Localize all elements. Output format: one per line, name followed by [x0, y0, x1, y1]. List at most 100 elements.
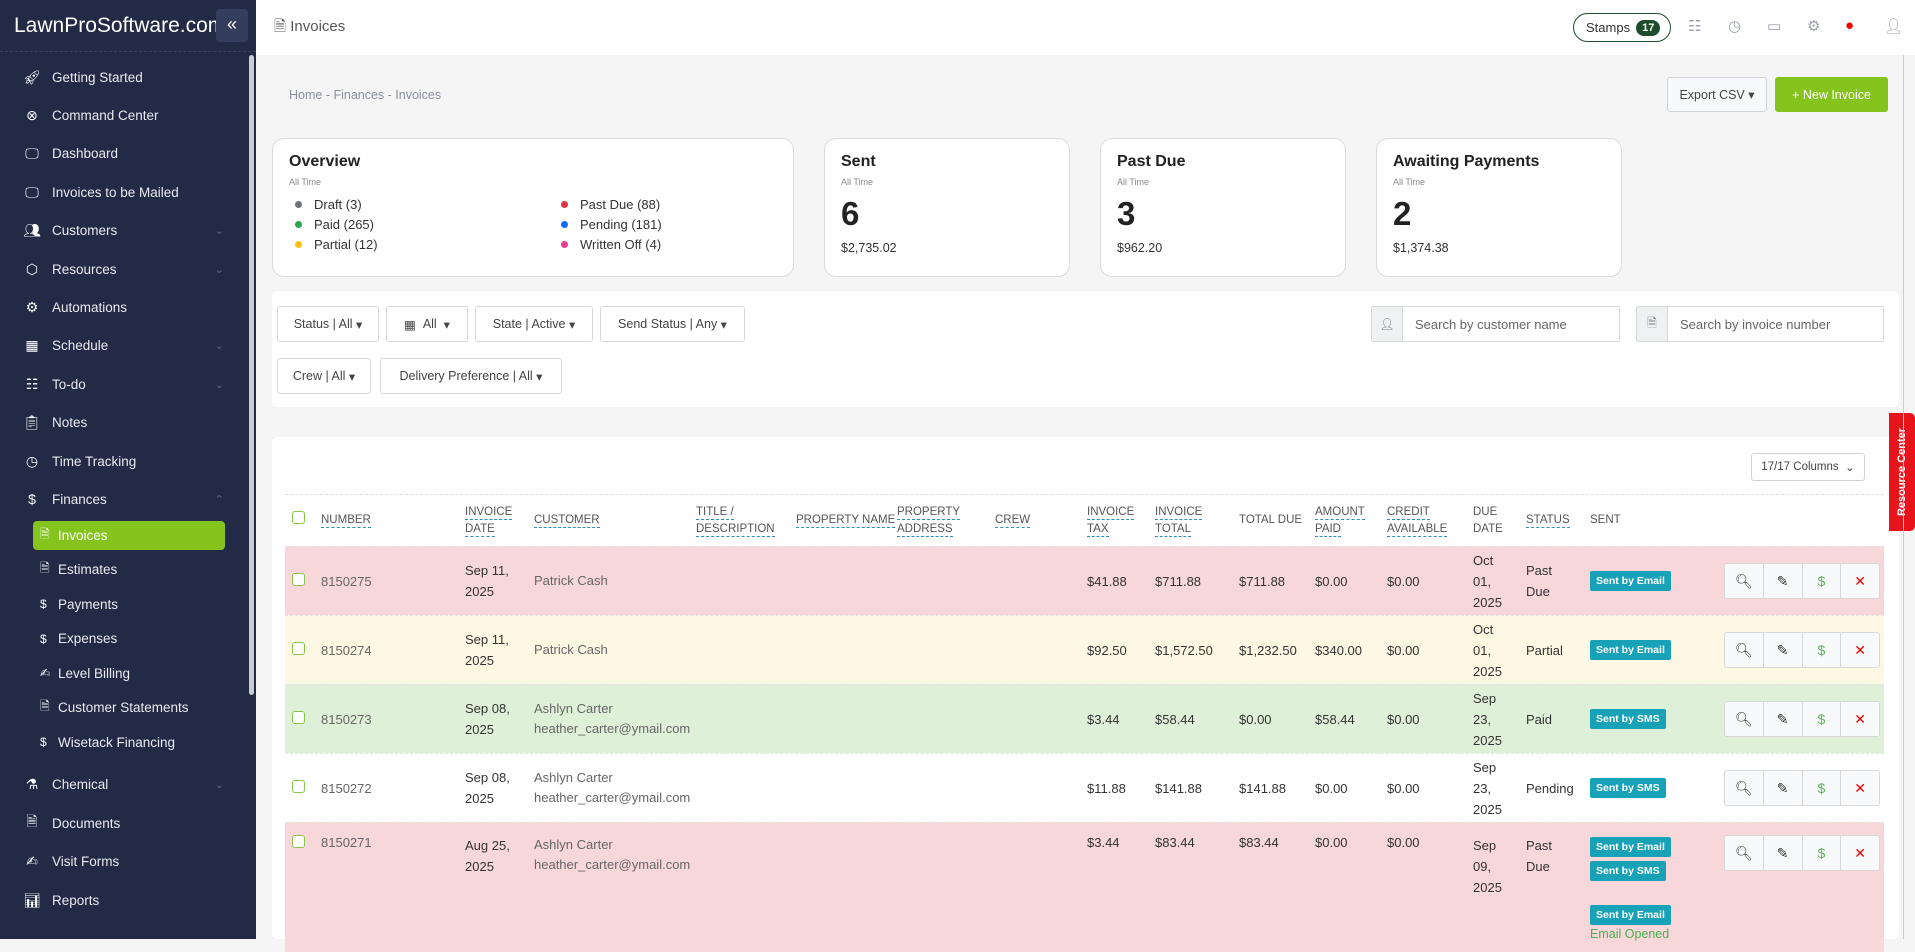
view-search-icon[interactable]: 🔍︎ — [1725, 564, 1764, 598]
payment-dollar-icon[interactable]: $ — [1803, 564, 1842, 598]
export-csv-button[interactable]: Export CSV ▾ — [1667, 77, 1767, 112]
view-search-icon[interactable]: 🔍︎ — [1725, 633, 1764, 667]
cell-customer[interactable]: Ashlyn Carter — [534, 837, 613, 852]
delete-x-icon[interactable]: ✕ — [1854, 844, 1866, 861]
brand-logo[interactable]: LawnProSoftware.com — [14, 14, 226, 37]
cell-number[interactable]: 8150272 — [321, 780, 372, 796]
sidebar-scrollbar[interactable] — [249, 55, 254, 695]
edit-pencil-icon[interactable]: ✎ — [1764, 771, 1803, 805]
edit-pencil-icon[interactable]: ✎ — [1764, 836, 1803, 870]
cell-customer[interactable]: Patrick Cash — [534, 573, 608, 588]
sidebar-subitem-estimates[interactable]: 🗎 Estimates — [33, 553, 225, 588]
cell-number[interactable]: 8150274 — [321, 642, 372, 658]
cell-number[interactable]: 8150273 — [321, 711, 372, 727]
payment-dollar-icon[interactable]: $ — [1803, 771, 1842, 805]
column-header[interactable]: CREDIT AVAILABLE — [1387, 505, 1448, 537]
user-icon[interactable]: 👤︎ — [1884, 18, 1904, 35]
clock-icon[interactable]: ◷ — [1728, 18, 1742, 35]
invoice-search-input[interactable] — [1668, 306, 1884, 342]
table-row[interactable]: 8150271 Aug 25, 2025 Ashlyn Carter heather_… — [285, 822, 1884, 952]
sidebar-item-customers[interactable]: 👥︎ Customers ⌄ — [0, 212, 248, 250]
column-header[interactable]: STATUS — [1526, 514, 1570, 528]
delivery-preference-filter[interactable]: Delivery Preference | All ▾ — [380, 358, 562, 394]
edit-pencil-icon[interactable]: ✎ — [1764, 702, 1803, 736]
column-header[interactable]: INVOICE TAX — [1087, 505, 1135, 537]
sidebar-subitem-payments[interactable]: $ Payments — [33, 587, 225, 622]
sidebar-item-dashboard[interactable]: 🖵︎ Dashboard — [0, 135, 248, 173]
sidebar-item-automations[interactable]: ⚙ Automations — [0, 288, 248, 326]
column-header[interactable]: CUSTOMER — [534, 514, 600, 528]
sidebar-item-schedule[interactable]: ▦ Schedule ⌄ — [0, 327, 248, 365]
sidebar-item-invoices-to-be-mailed[interactable]: 🖵︎ Invoices to be Mailed — [0, 173, 248, 211]
state-filter[interactable]: State | Active ▾ — [475, 306, 593, 342]
crew-filter[interactable]: Crew | All ▾ — [277, 358, 371, 394]
stamps-button[interactable]: Stamps 17 — [1573, 13, 1671, 42]
customer-search-input[interactable] — [1403, 306, 1620, 342]
sidebar-subitem-wisetack-financing[interactable]: $ Wisetack Financing — [33, 725, 225, 760]
delete-x-icon[interactable]: ✕ — [1854, 641, 1866, 658]
chevron-icon[interactable]: ⌄ — [214, 263, 224, 276]
table-row[interactable]: 8150274 Sep 11, 2025 Patrick Cash $92.50 $1,… — [285, 615, 1884, 684]
sidebar-item-visit-forms[interactable]: ✍︎ Visit Forms — [0, 842, 248, 880]
column-header[interactable]: CREW — [995, 514, 1031, 528]
new-invoice-button[interactable]: + New Invoice — [1775, 77, 1888, 112]
cell-number[interactable]: 8150271 — [321, 835, 372, 850]
collapse-sidebar-button[interactable]: « — [216, 9, 248, 42]
payment-dollar-icon[interactable]: $ — [1803, 836, 1842, 870]
breadcrumb[interactable]: Home - Finances - Invoices — [289, 88, 442, 102]
row-checkbox[interactable] — [292, 642, 305, 655]
column-header[interactable]: PROPERTY ADDRESS — [897, 505, 961, 537]
edit-pencil-icon[interactable]: ✎ — [1764, 564, 1803, 598]
delete-x-icon[interactable]: ✕ — [1854, 572, 1866, 589]
column-header[interactable]: PROPERTY NAME — [796, 514, 896, 528]
sidebar-item-getting-started[interactable]: 🚀︎ Getting Started — [0, 58, 248, 96]
sidebar-item-finances[interactable]: $ Finances ⌃ — [0, 480, 248, 518]
checklist-icon[interactable]: ☷ — [1688, 18, 1702, 35]
sidebar-item-chemical[interactable]: ⚗︎ Chemical ⌄ — [0, 766, 248, 804]
row-checkbox[interactable] — [292, 573, 305, 586]
chevron-icon[interactable]: ⌄ — [214, 225, 224, 238]
view-search-icon[interactable]: 🔍︎ — [1725, 702, 1764, 736]
sidebar-item-notes[interactable]: 📋︎ Notes — [0, 404, 248, 442]
column-header[interactable]: INVOICE DATE — [465, 505, 513, 537]
sidebar-item-documents[interactable]: 🗎 Documents — [0, 804, 248, 842]
column-header[interactable]: INVOICE TOTAL — [1155, 505, 1203, 537]
gear-icon[interactable]: ⚙ — [1807, 18, 1821, 35]
chat-icon[interactable]: ▭ — [1767, 18, 1782, 35]
sidebar-subitem-invoices[interactable]: 🗎 Invoices — [33, 520, 225, 550]
cell-customer[interactable]: Ashlyn Carter — [534, 770, 613, 785]
payment-dollar-icon[interactable]: $ — [1803, 633, 1842, 667]
payment-dollar-icon[interactable]: $ — [1803, 702, 1842, 736]
delete-x-icon[interactable]: ✕ — [1854, 710, 1866, 727]
sidebar-item-time-tracking[interactable]: ◷ Time Tracking — [0, 442, 248, 480]
chevron-icon[interactable]: ⌄ — [214, 378, 224, 391]
view-search-icon[interactable]: 🔍︎ — [1725, 771, 1764, 805]
resource-center-tab[interactable]: Resource Center — [1889, 413, 1915, 531]
chevron-icon[interactable]: ⌄ — [214, 340, 224, 353]
row-checkbox[interactable] — [292, 835, 305, 848]
table-row[interactable]: 8150275 Sep 11, 2025 Patrick Cash $41.88 $71… — [285, 546, 1884, 615]
table-row[interactable]: 8150272 Sep 08, 2025 Ashlyn Carter heather_… — [285, 753, 1884, 822]
sidebar-item-resources[interactable]: ⬡ Resources ⌄ — [0, 250, 248, 288]
view-search-icon[interactable]: 🔍︎ — [1725, 836, 1764, 870]
bell-icon[interactable]: ● — [1845, 17, 1855, 34]
column-header[interactable]: NUMBER — [321, 514, 371, 528]
select-all-checkbox[interactable] — [292, 511, 305, 524]
chevron-icon[interactable]: ⌃ — [214, 493, 224, 506]
cell-customer[interactable]: Patrick Cash — [534, 642, 608, 657]
sidebar-subitem-customer-statements[interactable]: 🗎 Customer Statements — [33, 691, 225, 726]
cell-number[interactable]: 8150275 — [321, 573, 372, 589]
sidebar-subitem-expenses[interactable]: $ Expenses — [33, 622, 225, 657]
edit-pencil-icon[interactable]: ✎ — [1764, 633, 1803, 667]
column-header[interactable]: AMOUNT PAID — [1315, 505, 1365, 537]
date-filter[interactable]: ▦ All ▾ — [386, 306, 468, 342]
columns-selector[interactable]: 17/17 Columns ⌄ — [1751, 453, 1865, 481]
delete-x-icon[interactable]: ✕ — [1854, 779, 1866, 796]
table-row[interactable]: 8150273 Sep 08, 2025 Ashlyn Carter heather_… — [285, 684, 1884, 753]
sidebar-subitem-level-billing[interactable]: ✍︎ Level Billing — [33, 656, 225, 691]
chevron-icon[interactable]: ⌄ — [214, 779, 224, 792]
column-header[interactable]: TITLE / DESCRIPTION — [696, 505, 775, 537]
row-checkbox[interactable] — [292, 780, 305, 793]
send-status-filter[interactable]: Send Status | Any ▾ — [600, 306, 745, 342]
sidebar-item-reports[interactable]: 📊︎ Reports — [0, 881, 248, 919]
